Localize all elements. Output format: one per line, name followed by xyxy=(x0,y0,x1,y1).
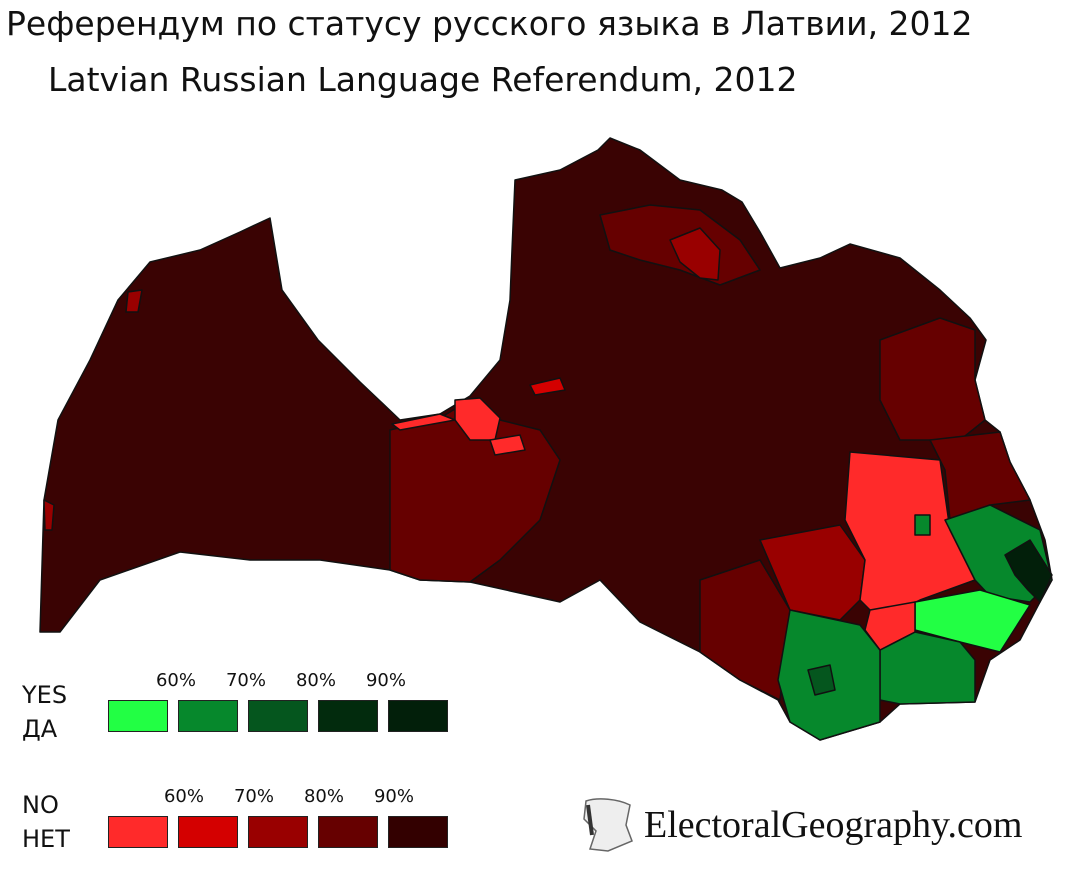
region-red-north-town xyxy=(669,227,721,281)
legend-swatch-no xyxy=(388,816,448,848)
legend-swatch-yes xyxy=(318,700,378,732)
legend-swatch-no xyxy=(248,816,308,848)
legend-tick: 90% xyxy=(373,786,414,807)
legend-yes-ru: ДА xyxy=(22,715,58,743)
legend-tick: 90% xyxy=(365,670,406,691)
legend-swatch-no xyxy=(178,816,238,848)
legend-no-swatches xyxy=(108,816,448,848)
legend-swatch-yes xyxy=(108,700,168,732)
title-english: Latvian Russian Language Referendum, 201… xyxy=(48,60,798,99)
legend-tick: 80% xyxy=(295,670,336,691)
region-liepaja xyxy=(43,499,55,531)
legend-no-en: NO xyxy=(22,791,59,819)
region-riga-suburb xyxy=(489,434,526,456)
region-zilupe xyxy=(1004,539,1053,603)
legend-tick: 60% xyxy=(163,786,204,807)
legend-swatch-yes xyxy=(248,700,308,732)
credit-text: ElectoralGeography.com xyxy=(644,804,1023,846)
region-ogre xyxy=(529,377,566,396)
legend-swatch-no xyxy=(318,816,378,848)
legend-no-ru: НЕТ xyxy=(22,825,70,853)
map-sketch-icon xyxy=(583,798,633,852)
region-preili-red xyxy=(864,601,916,651)
region-daugavpils-city xyxy=(807,664,836,696)
legend-no-label: NO НЕТ xyxy=(22,788,70,856)
legend-swatch-yes xyxy=(178,700,238,732)
region-medium-red-latgale xyxy=(929,431,1031,521)
legend-tick: 60% xyxy=(155,670,196,691)
region-ventspils xyxy=(125,289,143,313)
legend-yes-ticks: 60% 70% 80% 90% xyxy=(146,670,416,691)
region-rezekne-city xyxy=(914,514,931,536)
legend-tick: 70% xyxy=(233,786,274,807)
legend-tick: 80% xyxy=(303,786,344,807)
region-medium-red-northeast xyxy=(879,317,986,441)
region-medium-red-south xyxy=(699,559,791,701)
legend-tick: 70% xyxy=(225,670,266,691)
region-kraslava xyxy=(879,631,976,705)
legend-swatch-yes xyxy=(388,700,448,732)
legend-swatch-no xyxy=(108,816,168,848)
legend-no-ticks: 60% 70% 80% 90% xyxy=(154,786,424,807)
legend-yes-label: YES ДА xyxy=(22,678,67,746)
title-russian: Референдум по статусу русского языка в Л… xyxy=(6,4,973,43)
electoral-geography-logo: ElectoralGeography.com xyxy=(578,795,1022,855)
legend-yes-en: YES xyxy=(22,681,68,709)
legend-yes-swatches xyxy=(108,700,448,732)
region-jurmala xyxy=(391,413,456,431)
